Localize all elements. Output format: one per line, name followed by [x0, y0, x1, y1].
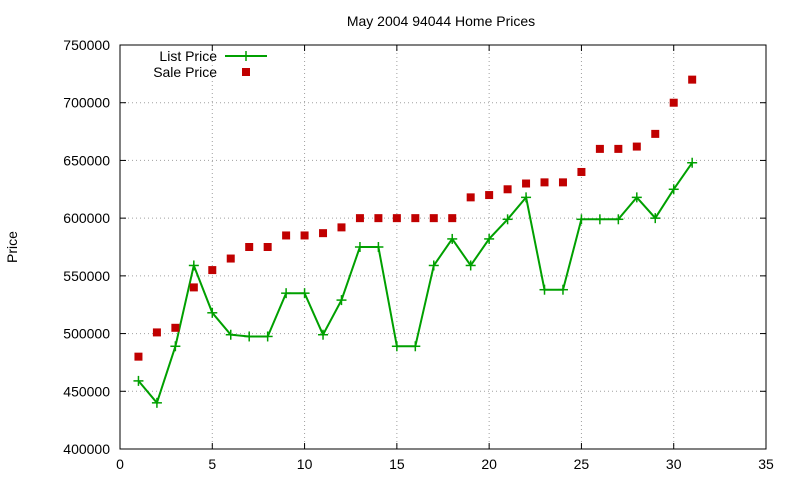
list-price-point	[225, 329, 236, 340]
list-price-point	[391, 341, 402, 352]
list-price-point	[447, 233, 458, 244]
sale-price-point	[614, 144, 623, 153]
list-price-point	[133, 375, 144, 386]
sale-price-point	[282, 231, 291, 240]
list-price-point	[668, 184, 679, 195]
list-price-point	[539, 284, 550, 295]
list-price-point	[262, 331, 273, 342]
plot-frame	[119, 44, 767, 450]
sale-price-point	[263, 243, 272, 251]
list-price-point	[465, 260, 476, 271]
x-tick-label: 35	[758, 456, 774, 472]
series-layer	[133, 75, 698, 408]
list-price-point	[631, 192, 642, 203]
sale-price-point	[688, 75, 697, 84]
sale-price-point	[392, 214, 401, 223]
legend-swatch-marker	[242, 68, 250, 76]
sale-price-point	[540, 178, 549, 187]
x-tick-label: 30	[666, 456, 682, 472]
sale-price-point	[152, 328, 161, 337]
list-price-point	[613, 214, 624, 225]
sale-price-point	[595, 144, 604, 153]
list-price-point	[650, 213, 661, 224]
sale-price-point	[577, 167, 586, 176]
list-price-line	[137, 162, 694, 405]
sale-price-point	[374, 214, 383, 223]
list-price-point	[484, 233, 495, 244]
y-tick-label: 750000	[63, 37, 110, 53]
sale-price-point	[411, 214, 420, 223]
sale-price-point	[171, 323, 180, 332]
series-list-price	[133, 157, 698, 408]
y-tick-label: 700000	[63, 95, 110, 111]
chart-title: May 2004 94044 Home Prices	[347, 13, 535, 29]
y-tick-label: 650000	[63, 152, 110, 168]
sale-price-point	[669, 98, 678, 107]
list-price-point	[188, 260, 199, 271]
sale-price-point	[134, 352, 143, 361]
sale-price-point	[319, 229, 328, 238]
list-price-point	[336, 295, 347, 306]
legend-swatch-marker	[241, 51, 251, 61]
list-price-point	[207, 307, 218, 318]
list-price-point	[354, 242, 365, 252]
sale-price-point	[245, 243, 254, 251]
sale-price-point	[466, 193, 475, 202]
x-tick-label: 15	[389, 456, 405, 472]
sale-price-point	[337, 223, 346, 232]
x-tick-label: 10	[297, 456, 313, 472]
sale-price-point	[208, 266, 217, 275]
sale-price-point	[355, 214, 364, 223]
y-tick-label: 450000	[63, 383, 110, 399]
list-price-point	[594, 214, 605, 225]
sale-price-point	[448, 214, 457, 223]
sale-price-point	[189, 283, 198, 292]
list-price-point	[281, 288, 292, 299]
list-price-point	[170, 341, 181, 352]
sale-price-point	[300, 231, 309, 240]
sale-price-point	[558, 178, 567, 187]
x-tick-label: 5	[208, 456, 216, 472]
list-price-point	[521, 192, 532, 203]
list-price-point	[151, 397, 162, 408]
sale-price-point	[632, 142, 641, 151]
y-tick-label: 600000	[63, 210, 110, 226]
legend-label: List Price	[159, 48, 217, 64]
y-tick-label: 550000	[63, 268, 110, 284]
list-price-point	[373, 242, 384, 252]
legend-label: Sale Price	[153, 64, 217, 80]
x-tick-label: 0	[116, 456, 124, 472]
list-price-point	[502, 214, 513, 225]
sale-price-point	[522, 179, 531, 188]
x-tick-label: 25	[574, 456, 590, 472]
list-price-point	[299, 288, 310, 299]
list-price-point	[687, 157, 698, 168]
list-price-point	[318, 329, 329, 340]
sale-price-point	[226, 254, 235, 263]
grid	[120, 45, 766, 449]
sale-price-point	[485, 191, 494, 200]
axis-ticks: 0 5 10 15 20 25 30 35 400000 450000 500000 550000 60…	[63, 37, 774, 472]
y-axis-label: Price	[4, 231, 20, 263]
sale-price-point	[503, 185, 512, 194]
sale-price-point	[651, 129, 660, 138]
sale-price-point	[429, 214, 438, 223]
y-tick-label: 400000	[63, 441, 110, 457]
list-price-point	[244, 331, 255, 342]
list-price-point	[557, 284, 568, 295]
x-tick-label: 20	[481, 456, 497, 472]
y-tick-label: 500000	[63, 326, 110, 342]
list-price-point	[428, 260, 439, 271]
series-sale-price	[134, 75, 697, 361]
list-price-point	[410, 341, 421, 352]
list-price-point	[576, 214, 587, 225]
